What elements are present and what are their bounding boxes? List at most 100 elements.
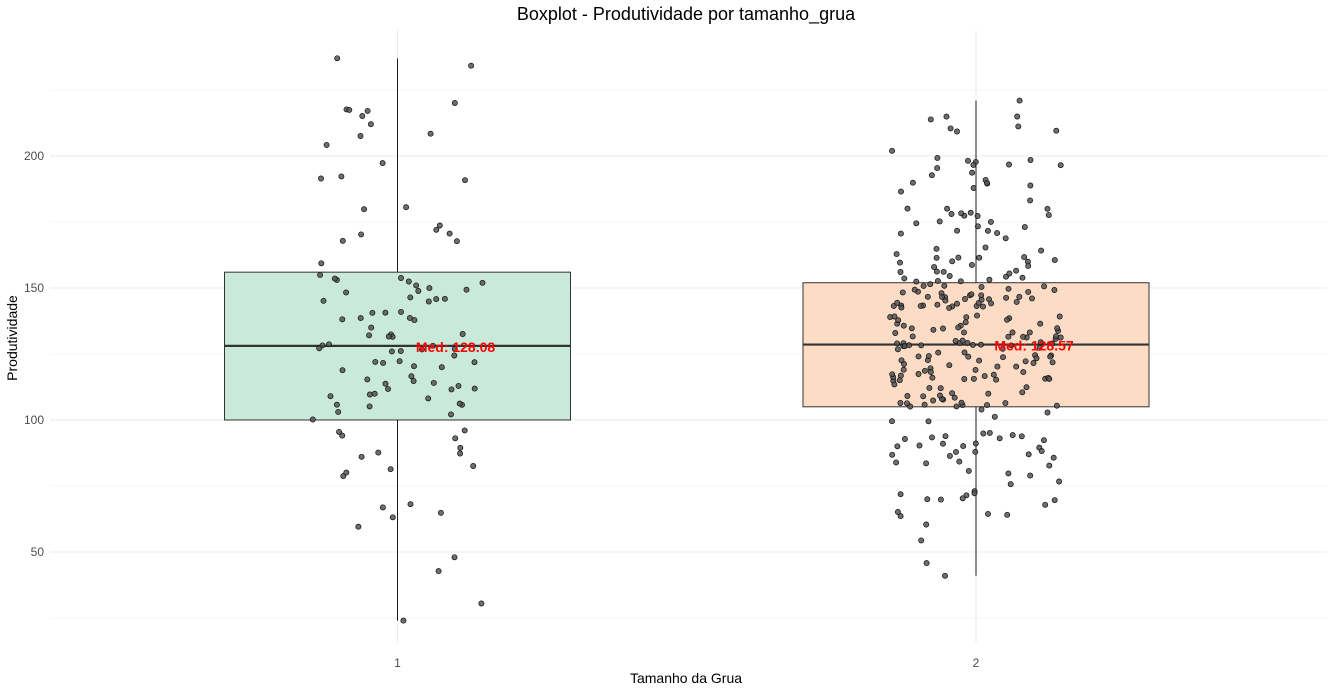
- data-point: [343, 289, 350, 296]
- data-point: [1038, 247, 1045, 254]
- data-point: [980, 430, 987, 437]
- data-point: [1009, 329, 1016, 336]
- data-point: [889, 418, 895, 425]
- data-point: [357, 315, 364, 322]
- data-point: [982, 244, 989, 251]
- data-point: [355, 523, 362, 530]
- data-point: [371, 390, 378, 397]
- data-point: [930, 397, 937, 404]
- data-point: [944, 205, 951, 212]
- data-point: [943, 113, 950, 120]
- data-point: [461, 427, 468, 434]
- data-point: [457, 444, 464, 451]
- data-point: [954, 128, 960, 135]
- data-point: [924, 293, 931, 300]
- data-point: [309, 416, 316, 423]
- data-point: [1053, 127, 1060, 134]
- data-point: [959, 337, 966, 344]
- data-point: [366, 332, 373, 339]
- data-point: [898, 304, 905, 311]
- data-point: [357, 133, 364, 139]
- data-point: [894, 346, 901, 353]
- data-point: [1057, 334, 1064, 341]
- data-point: [955, 254, 962, 261]
- data-point: [918, 537, 925, 544]
- data-point: [437, 509, 444, 516]
- data-point: [331, 275, 338, 282]
- data-point: [358, 453, 365, 460]
- data-point: [318, 260, 325, 267]
- data-point: [927, 369, 934, 375]
- y-axis-ticks: 50 100 150 200: [24, 149, 44, 559]
- data-point: [893, 459, 900, 466]
- data-point: [405, 278, 412, 285]
- data-point: [942, 433, 949, 440]
- data-point: [961, 349, 968, 356]
- data-point: [400, 617, 407, 624]
- data-point: [928, 172, 935, 179]
- median-label: Med: 128.57: [994, 338, 1074, 354]
- data-point: [1005, 470, 1012, 477]
- data-point: [894, 443, 901, 450]
- data-point: [927, 281, 934, 288]
- data-point: [1016, 97, 1023, 104]
- data-point: [1022, 358, 1029, 365]
- data-point: [451, 352, 458, 359]
- data-point: [958, 399, 965, 406]
- data-point: [940, 268, 947, 275]
- data-point: [1025, 288, 1032, 295]
- data-point: [1033, 355, 1040, 362]
- data-point: [338, 173, 345, 180]
- data-point: [981, 373, 988, 380]
- data-point: [1021, 224, 1028, 231]
- x-axis-title: Tamanho da Grua: [630, 670, 742, 686]
- data-point: [897, 491, 904, 498]
- data-point: [334, 55, 341, 62]
- data-point: [972, 440, 979, 447]
- data-point: [968, 261, 975, 268]
- data-point: [379, 504, 386, 511]
- data-point: [336, 428, 343, 435]
- data-point: [911, 286, 918, 293]
- data-point: [369, 309, 376, 316]
- data-point: [921, 367, 928, 374]
- data-point: [1004, 511, 1011, 518]
- data-point: [963, 314, 970, 321]
- data-point: [389, 514, 396, 521]
- data-point: [935, 349, 942, 356]
- data-point: [1005, 285, 1012, 292]
- data-point: [897, 259, 903, 266]
- data-point: [900, 322, 907, 329]
- data-point: [904, 393, 911, 399]
- data-point: [934, 165, 941, 172]
- data-point: [425, 298, 432, 305]
- data-point: [433, 296, 440, 303]
- data-point: [452, 435, 459, 442]
- data-point: [425, 395, 432, 402]
- median-label: Med: 128.08: [416, 339, 496, 355]
- data-point: [991, 413, 998, 420]
- data-point: [1051, 287, 1058, 293]
- data-point: [924, 496, 931, 503]
- data-point: [366, 403, 373, 410]
- data-point: [937, 385, 944, 392]
- data-point: [954, 300, 960, 307]
- data-point: [897, 230, 904, 237]
- jitter-points: [309, 55, 1064, 624]
- data-point: [921, 401, 928, 408]
- data-point: [942, 572, 948, 579]
- data-point: [960, 443, 967, 450]
- data-point: [931, 264, 938, 271]
- data-point: [957, 278, 964, 285]
- data-point: [318, 175, 324, 182]
- data-point: [388, 348, 395, 355]
- data-point: [999, 345, 1006, 352]
- data-point: [407, 294, 414, 301]
- data-point: [1013, 298, 1020, 305]
- data-point: [969, 341, 976, 348]
- data-point: [436, 222, 443, 229]
- x-tick-label: 2: [973, 656, 980, 670]
- data-point: [1014, 113, 1021, 120]
- data-point: [1040, 437, 1047, 444]
